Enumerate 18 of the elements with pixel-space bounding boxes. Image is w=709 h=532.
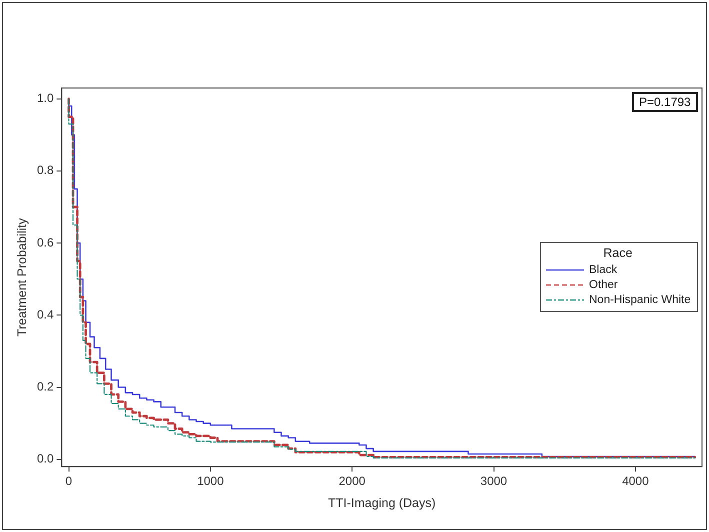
y-axis-title: Treatment Probability <box>14 217 29 336</box>
legend-label: Black <box>589 264 618 276</box>
y-tick-label: 0.0 <box>36 452 54 466</box>
y-tick-label: 0.6 <box>36 235 54 250</box>
x-axis-title: TTI-Imaging (Days) <box>328 496 436 510</box>
x-tick-label: 0 <box>65 474 72 488</box>
y-tick-label: 1.0 <box>36 91 54 106</box>
x-tick-label: 1000 <box>197 474 224 488</box>
legend-label: Non-Hispanic White <box>589 294 691 306</box>
annotation: P=0.1793 <box>632 92 698 112</box>
x-tick-label: 3000 <box>480 474 508 488</box>
legend-label: Other <box>589 278 618 291</box>
legend-title: Race <box>602 246 634 260</box>
y-tick-label: 0.4 <box>36 307 54 322</box>
x-tick-label: 4000 <box>622 474 650 488</box>
y-tick-label: 0.8 <box>36 163 54 178</box>
y-tick-label: 0.2 <box>36 380 54 394</box>
x-tick-label: 2000 <box>338 474 366 488</box>
